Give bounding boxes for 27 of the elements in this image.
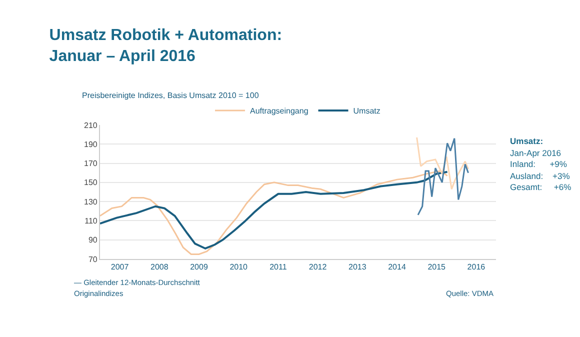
x-tick-label: 2009	[190, 262, 208, 272]
text: Jan-Apr 2016	[510, 148, 562, 158]
x-tick-label: 2010	[230, 262, 248, 272]
legend-label: Umsatz	[353, 106, 380, 116]
text: Ausland: +3%	[510, 171, 570, 181]
y-tick-label: 150	[84, 178, 98, 188]
x-tick-label: 2014	[388, 262, 406, 272]
chart-title: Umsatz Robotik + Automation: Januar – April 2016	[49, 27, 282, 65]
x-tick-label: 2011	[270, 262, 288, 272]
y-tick-label: 90	[88, 236, 98, 245]
y-tick-label: 190	[84, 140, 98, 149]
x-tick-label: 2008	[150, 262, 169, 272]
x-tick-label: 2013	[348, 262, 367, 272]
text: Inland: +9%	[510, 159, 568, 169]
text: Umsatz:	[510, 136, 544, 146]
text: Gesamt: +6%	[510, 182, 572, 192]
x-tick-label: 2007	[110, 262, 130, 272]
chart-subtitle: Preisbereinigte Indizes, Basis Umsatz 2010 = 100	[82, 91, 260, 100]
x-tick-label: 2012	[308, 262, 328, 272]
y-tick-label: 70	[88, 254, 98, 264]
y-tick-label: 210	[84, 120, 98, 130]
x-tick-label: 2016	[467, 262, 486, 272]
legend-label: Auftragseingang	[250, 106, 308, 116]
y-tick-label: 110	[84, 216, 98, 226]
y-tick-label: 170	[84, 159, 98, 168]
y-tick-label: 130	[84, 197, 98, 206]
x-tick-label: 2015	[428, 262, 446, 272]
